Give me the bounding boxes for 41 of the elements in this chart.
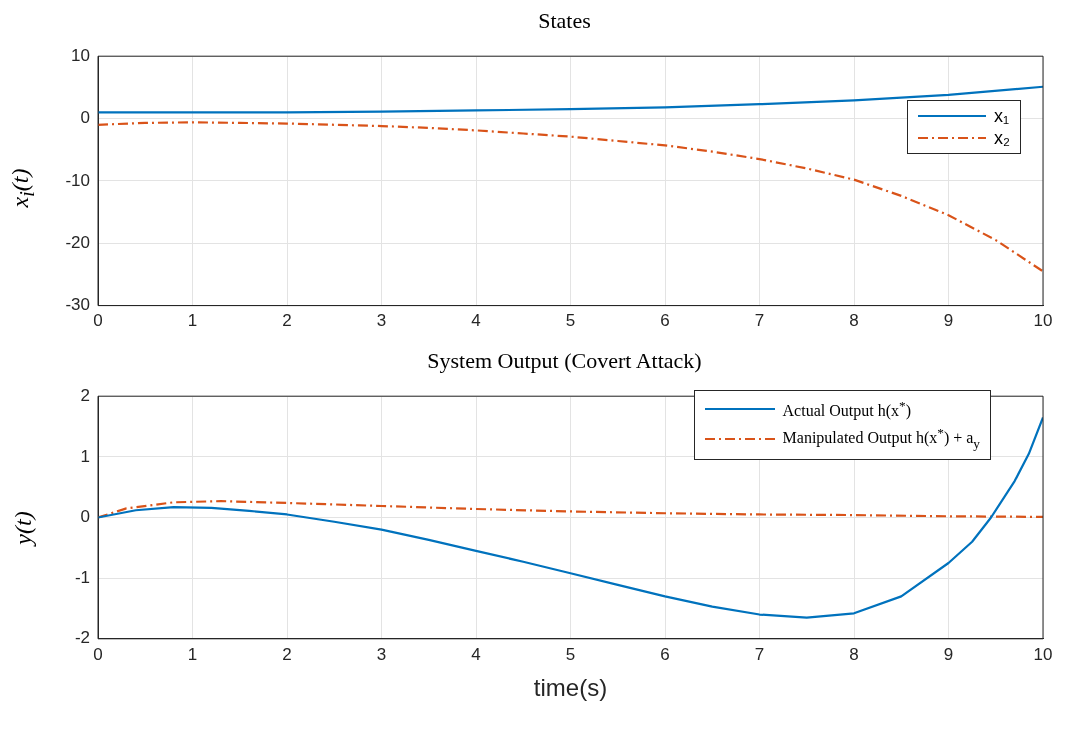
chart-title: States <box>537 8 592 35</box>
y-tick-label: -20 <box>65 232 90 252</box>
line-series <box>98 500 1043 519</box>
x-tick-label: 8 <box>849 644 859 664</box>
y-tick-label: 2 <box>80 385 90 405</box>
x-tick-label: 10 <box>1033 311 1053 331</box>
y-tick-label: 0 <box>80 108 90 128</box>
x-tick-label: 6 <box>660 644 670 664</box>
x-tick-label: 3 <box>376 644 387 664</box>
y-tick-label: 10 <box>71 45 90 65</box>
x-tick-label: 1 <box>187 311 198 331</box>
x-axis-title: time(s) <box>533 674 608 702</box>
x-tick-label: 3 <box>376 311 387 331</box>
x-tick-label: 9 <box>943 311 954 331</box>
x-tick-label: 2 <box>282 644 292 664</box>
x-tick-label: 0 <box>93 644 103 664</box>
x-tick-label: 8 <box>849 311 859 331</box>
x-tick-label: 5 <box>565 311 576 331</box>
legend-label: x₂ <box>994 127 1010 149</box>
x-tick-label: 10 <box>1033 644 1053 664</box>
x-tick-label: 7 <box>754 644 765 664</box>
y-tick-label: -30 <box>65 295 90 315</box>
x-tick-label: 0 <box>93 311 103 331</box>
x-tick-label: 9 <box>943 644 954 664</box>
x-tick-label: 2 <box>282 311 292 331</box>
y-tick-label: 0 <box>80 507 90 527</box>
y-tick-label: -10 <box>65 170 90 190</box>
legend-label: x₁ <box>994 105 1010 127</box>
y-axis-title: y(t) <box>9 511 37 545</box>
x-tick-label: 1 <box>187 644 198 664</box>
legend-label: Actual Output h(x$^{*}$) <box>782 397 911 422</box>
x-tick-label: 6 <box>660 311 670 331</box>
y-tick-label: 1 <box>80 446 90 466</box>
y-tick-label: -1 <box>74 567 90 587</box>
chart-title: System Output (Covert Attack) <box>426 348 703 375</box>
legend-label: Manipulated Output h(x$^{*}$) + a$_{y}$ <box>782 424 980 453</box>
x-tick-label: 5 <box>565 644 576 664</box>
x-tick-label: 7 <box>754 311 765 331</box>
y-tick-label: -2 <box>74 628 90 648</box>
x-tick-label: 4 <box>471 644 481 664</box>
x-tick-label: 4 <box>471 311 481 331</box>
